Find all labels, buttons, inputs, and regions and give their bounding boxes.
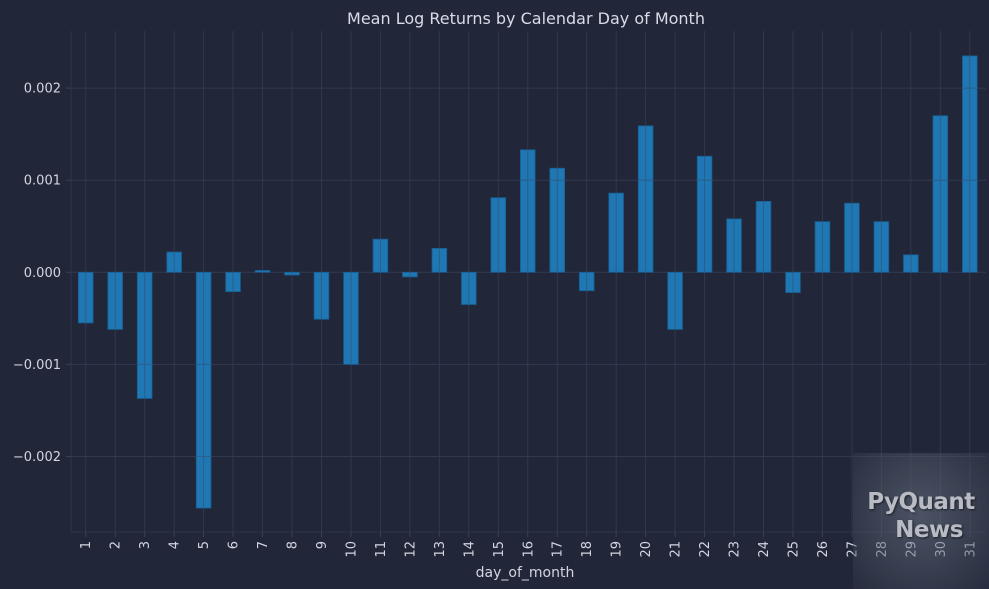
x-tick-label: 8 <box>286 541 301 549</box>
x-tick-label: 9 <box>315 541 330 549</box>
y-tick-label: 0.002 <box>24 82 61 97</box>
y-tick-label: −0.001 <box>13 358 61 373</box>
x-tick-label: 10 <box>344 541 359 558</box>
x-tick-label: 2 <box>109 541 124 549</box>
x-tick-label: 30 <box>934 541 949 558</box>
x-tick-label: 29 <box>904 541 919 558</box>
bars <box>77 55 978 509</box>
x-tick-label: 28 <box>875 541 890 558</box>
x-tick-label: 5 <box>197 541 212 549</box>
x-tick-label: 17 <box>551 541 566 558</box>
x-tick-label: 21 <box>669 541 684 558</box>
x-tick-label: 4 <box>168 541 183 549</box>
y-tick-label: 0.000 <box>24 266 61 281</box>
y-tick-label: 0.001 <box>24 174 61 189</box>
x-tick-label: 16 <box>521 541 536 558</box>
x-tick-label: 6 <box>227 541 242 549</box>
chart-title: Mean Log Returns by Calendar Day of Mont… <box>347 9 705 28</box>
x-tick-label: 19 <box>610 541 625 558</box>
x-tick-label: 23 <box>728 541 743 558</box>
x-tick-label: 24 <box>757 541 772 558</box>
x-tick-labels: 1 2 3 4 5 6 7 8 9 10 11 12 13 14 15 16 17 18 19 20 21 22 23 24 2… <box>79 532 978 558</box>
pyquant-news-watermark: PyQuant News <box>853 453 989 589</box>
x-tick-label: 7 <box>256 541 271 549</box>
x-tick-label: 11 <box>374 541 389 558</box>
y-tick-label: −0.002 <box>13 450 61 465</box>
watermark-text-news: News <box>895 517 963 543</box>
x-tick-label: 1 <box>79 541 94 549</box>
x-tick-label: 31 <box>963 541 978 558</box>
x-tick-label: 18 <box>580 541 595 558</box>
watermark-text-pyquant: PyQuant <box>867 489 975 515</box>
x-axis-label: day_of_month <box>476 565 575 581</box>
x-tick-label: 12 <box>403 541 418 558</box>
x-tick-label: 14 <box>462 541 477 558</box>
x-tick-label: 15 <box>492 541 507 558</box>
x-tick-label: 22 <box>698 541 713 558</box>
y-tick-labels: −0.002 −0.001 0.000 0.001 0.002 <box>13 82 71 465</box>
x-tick-label: 25 <box>786 541 801 558</box>
x-tick-label: 26 <box>816 541 831 558</box>
x-tick-label: 20 <box>639 541 654 558</box>
x-tick-label: 13 <box>433 541 448 558</box>
x-tick-label: 27 <box>845 541 860 558</box>
x-tick-label: 3 <box>138 541 153 549</box>
